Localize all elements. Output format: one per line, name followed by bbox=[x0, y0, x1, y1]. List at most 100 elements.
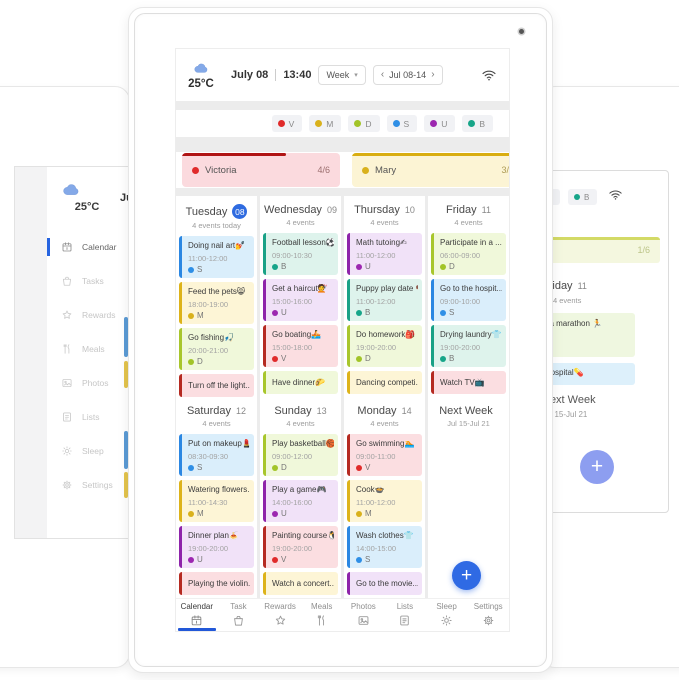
event-time: 09:00-10:30 bbox=[272, 251, 313, 260]
day-number: 13 bbox=[316, 406, 327, 416]
event-member: D bbox=[272, 464, 334, 472]
event-card[interactable]: Get a haircut💇 15:00-16:00 U bbox=[263, 279, 338, 321]
day-column: Sunday 13 4 events Play basketball🏀 09:0… bbox=[260, 397, 341, 598]
member-dot bbox=[574, 194, 580, 200]
nav-tab[interactable]: Rewards bbox=[259, 599, 301, 631]
member-dot bbox=[440, 264, 446, 270]
member-chip[interactable]: U bbox=[424, 115, 456, 132]
event-card[interactable]: Doing nail art💅 11:00-12:00 S bbox=[179, 236, 254, 278]
member-dot bbox=[356, 511, 362, 517]
nav-tab-label: Photos bbox=[350, 602, 376, 611]
event-card[interactable]: Playing the violin... V bbox=[179, 572, 254, 595]
day-header: Tuesday 08 bbox=[179, 196, 254, 219]
member-progress-card[interactable]: Victoria 4/6 bbox=[182, 153, 340, 187]
event-card[interactable]: Participate in a ... 06:00-09:00 D bbox=[431, 233, 506, 275]
member-initial: D bbox=[365, 118, 372, 129]
event-card[interactable]: Drying laundry👕 19:00-20:00 B bbox=[431, 325, 506, 367]
event-card[interactable]: Watering flowers... 11:00-14:30 M bbox=[179, 480, 254, 522]
nav-tab-label: Calendar bbox=[180, 602, 214, 611]
member-chip[interactable]: S bbox=[386, 115, 418, 132]
sidebar-item-label: Meals bbox=[82, 344, 105, 354]
nav-tab[interactable]: Lists bbox=[384, 599, 426, 631]
nav-tab[interactable]: Meals bbox=[301, 599, 343, 631]
event-title: Doing nail art💅 bbox=[188, 241, 246, 250]
day-number: 10 bbox=[404, 205, 415, 215]
event-member: D bbox=[440, 263, 502, 271]
event-member: V bbox=[272, 355, 334, 363]
event-title: Do homework🎒 bbox=[356, 330, 416, 339]
nav-tab[interactable]: Settings bbox=[467, 599, 509, 631]
event-card[interactable]: Play basketball🏀 09:00-12:00 D bbox=[263, 434, 338, 476]
day-name: Saturday bbox=[186, 405, 231, 417]
chevron-left-icon[interactable]: ‹ bbox=[380, 69, 385, 80]
date-range-button[interactable]: ‹ Jul 08-14 › bbox=[372, 65, 443, 85]
day-event-count: 4 events bbox=[553, 296, 582, 305]
view-selector-value: Week bbox=[326, 70, 350, 80]
event-card[interactable]: Puppy play date 🐶 11:00-12:00 B bbox=[347, 279, 422, 321]
day-header: Sunday 13 bbox=[263, 397, 338, 417]
event-card[interactable]: Go swimming🏊 09:00-11:00 V bbox=[347, 434, 422, 476]
event-title: Watering flowers... bbox=[188, 485, 250, 494]
event-card[interactable]: Go to the movie... U bbox=[347, 572, 422, 595]
next-week-range: Jul 15-Jul 21 bbox=[542, 410, 588, 419]
event-card[interactable]: Have dinner🌮 D bbox=[263, 371, 338, 394]
member-dot bbox=[315, 120, 323, 127]
member-chip[interactable]: M bbox=[309, 115, 342, 132]
event-card[interactable]: Football lesson⚽ 09:00-10:30 B bbox=[263, 233, 338, 275]
nav-tab[interactable]: Calendar bbox=[176, 599, 218, 631]
event-card[interactable]: Do homework🎒 19:00-20:00 D bbox=[347, 325, 422, 367]
event-card[interactable]: Dancing competi... M bbox=[347, 371, 422, 394]
event-card-edge bbox=[124, 361, 128, 388]
nav-tab-label: Meals bbox=[311, 602, 333, 611]
member-dot bbox=[188, 313, 194, 319]
event-card[interactable]: Feed the pets😸 18:00-19:00 M bbox=[179, 282, 254, 324]
member-chip[interactable]: B bbox=[462, 115, 493, 132]
event-title: Put on makeup💄 bbox=[188, 439, 250, 448]
event-card[interactable]: Watch a concert... M bbox=[263, 572, 338, 595]
photos-icon bbox=[61, 377, 73, 389]
day-number: 14 bbox=[401, 406, 412, 416]
member-initial: U bbox=[281, 509, 287, 518]
event-title: Go to the movie... bbox=[356, 579, 418, 588]
event-card[interactable]: Painting course🐧 19:00-20:00 V bbox=[263, 526, 338, 568]
event-card[interactable]: Watch TV📺 V bbox=[431, 371, 506, 394]
member-dot bbox=[392, 120, 400, 127]
event-card[interactable]: Dinner plan🍝 19:00-20:00 U bbox=[179, 526, 254, 568]
event-member: B bbox=[356, 309, 418, 317]
event-card[interactable]: Wash clothes👕 14:00-15:00 S bbox=[347, 526, 422, 568]
event-card[interactable]: Play a game🎮 14:00-16:00 U bbox=[263, 480, 338, 522]
lists-icon bbox=[398, 614, 411, 627]
member-dot bbox=[272, 310, 278, 316]
event-time: 14:00-15:00 bbox=[356, 544, 397, 553]
progress-fill bbox=[352, 153, 509, 156]
sidebar-item: Photos bbox=[47, 366, 177, 400]
event-card[interactable]: Cook🍲 11:00-12:00 M bbox=[347, 480, 422, 522]
member-progress-card[interactable]: Mary 3/6 bbox=[352, 153, 509, 187]
event-time: 09:00-11:00 bbox=[356, 452, 396, 461]
nav-tab[interactable]: Sleep bbox=[426, 599, 468, 631]
event-card[interactable]: Turn off the light... V bbox=[179, 374, 254, 397]
view-selector-button[interactable]: Week ▾ bbox=[318, 65, 366, 85]
member-initial: M bbox=[197, 509, 204, 518]
event-card[interactable]: Math tutoing✍ 11:00-12:00 U bbox=[347, 233, 422, 275]
member-initial: B bbox=[479, 118, 485, 129]
chevron-right-icon[interactable]: › bbox=[431, 69, 435, 80]
member-chip[interactable]: V bbox=[271, 115, 303, 132]
event-card[interactable]: Put on makeup💄 08:30-09:30 S bbox=[179, 434, 254, 476]
nav-tab[interactable]: Photos bbox=[343, 599, 385, 631]
member-chip[interactable]: D bbox=[348, 115, 380, 132]
event-card[interactable]: Go boating🚣 15:00-18:00 V bbox=[263, 325, 338, 367]
add-event-button[interactable]: + bbox=[452, 561, 481, 590]
member-initial: S bbox=[449, 308, 455, 317]
sidebar-item-label: Sleep bbox=[82, 446, 104, 456]
sidebar-item: Sleep bbox=[47, 434, 177, 468]
day-event-list: Put on makeup💄 08:30-09:30 S Watering fl… bbox=[179, 434, 254, 595]
header-bar: 25°C July 08 13:40 Week ▾ ‹ Jul 08-14 › bbox=[176, 49, 509, 101]
event-card[interactable]: Go fishing🎣 20:00-21:00 D bbox=[179, 328, 254, 370]
member-chip: B bbox=[568, 189, 598, 205]
settings-gear-icon bbox=[61, 479, 73, 491]
member-dot bbox=[468, 120, 476, 127]
event-card[interactable]: Go to the hospit... 09:00-10:00 S bbox=[431, 279, 506, 321]
nav-tab[interactable]: Task bbox=[218, 599, 260, 631]
member-dot bbox=[188, 465, 194, 471]
